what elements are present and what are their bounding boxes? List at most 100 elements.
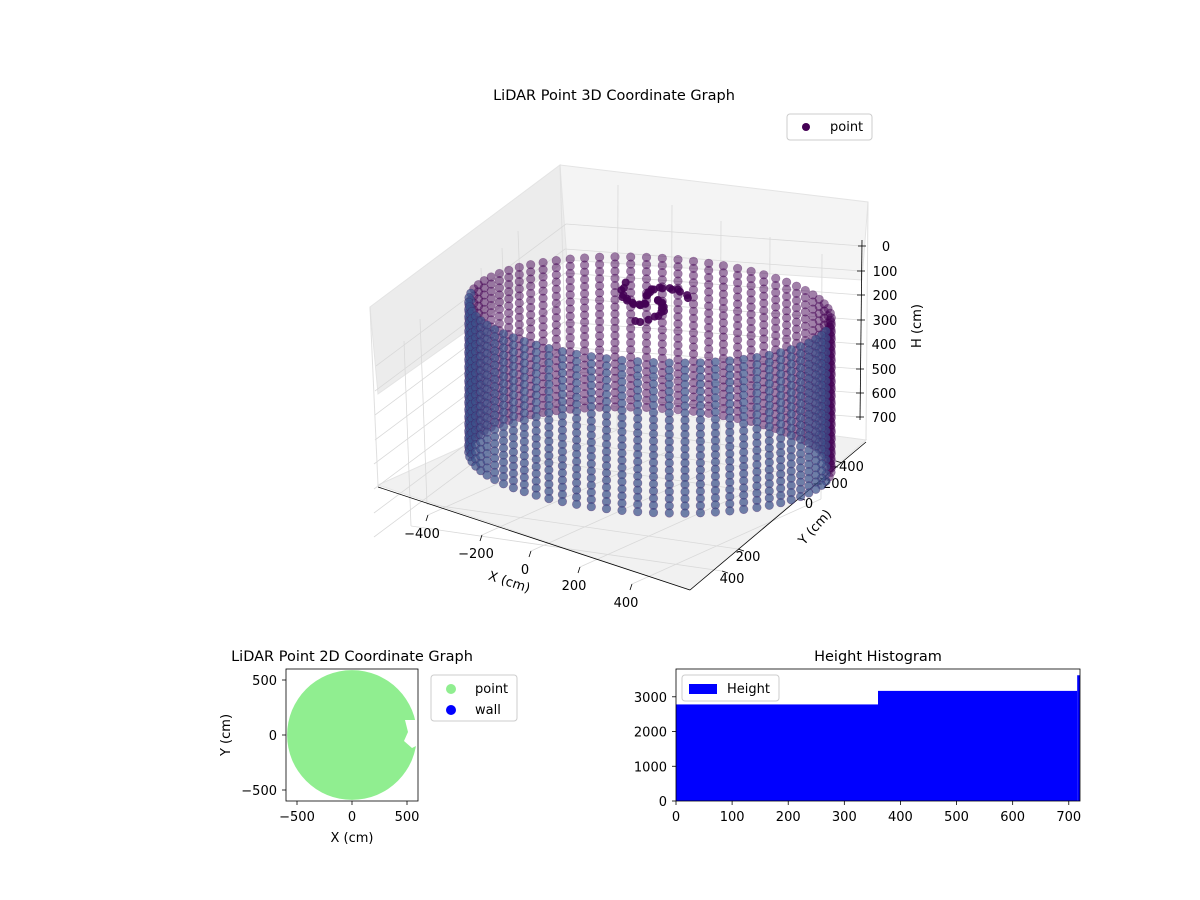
plot3d-point xyxy=(490,474,500,485)
plot3d-x-tick xyxy=(577,566,581,574)
histogram-y-tick-label: 2000 xyxy=(634,726,667,741)
plot3d-z-axis xyxy=(859,239,863,421)
plot2d-ticks: −500−500 0 0 500 500 xyxy=(241,674,419,825)
plot3d-point xyxy=(648,507,659,518)
plot2d-x-tick-label: 500 xyxy=(395,810,420,825)
plot2d-y-tick-label: −500 xyxy=(241,784,277,799)
plot3d-point xyxy=(644,315,653,324)
plot3d-point xyxy=(795,491,806,502)
plot3d-point xyxy=(619,283,628,292)
histogram-legend-box xyxy=(681,674,780,702)
plot3d-y-tick xyxy=(721,570,729,574)
plot3d-y-tick-label: −400 xyxy=(828,460,864,475)
plot3d-point xyxy=(544,494,554,504)
plot3d-gridline-y xyxy=(426,503,739,550)
plot3d-legend-label: point xyxy=(830,120,863,135)
plot2d-x-tick-label: 0 xyxy=(348,810,356,825)
histogram-frame xyxy=(675,668,1081,802)
plot3d-point xyxy=(658,284,667,293)
histogram-x-tick-label: 400 xyxy=(888,810,913,825)
histogram-bar xyxy=(878,690,1078,801)
plot2d-y-tick-label: 0 xyxy=(269,729,277,744)
plot3d-y-label: Y (cm) xyxy=(795,507,835,549)
plot3d-legend-marker xyxy=(802,123,810,131)
plot3d-point xyxy=(498,479,509,489)
plot3d-z-tick-label: 0 xyxy=(882,240,890,255)
plot3d-title: LiDAR Point 3D Coordinate Graph xyxy=(493,88,735,104)
histogram-bars xyxy=(676,675,1080,801)
plot3d-x-tick xyxy=(528,550,532,558)
plot3d-point xyxy=(664,508,674,518)
plot2d-y-tick-label: 500 xyxy=(252,674,277,689)
plot3d-y-tick-label: 400 xyxy=(720,572,745,587)
plot3d-legend-box xyxy=(786,113,873,141)
plot3d-x-tick-label: 0 xyxy=(521,563,529,578)
plot3d-z-tick-label: 400 xyxy=(872,338,897,353)
plot3d-point xyxy=(628,298,637,307)
plot3d-point xyxy=(710,507,721,517)
plot3d-point xyxy=(650,312,659,321)
plot3d-gridline-z xyxy=(565,223,863,247)
plot3d: LiDAR Point 3D Coordinate Graph −400 −200… xyxy=(369,88,925,611)
plot3d-gridline-x xyxy=(631,498,822,585)
plot3d-pane-edge xyxy=(369,306,379,486)
plot3d-x-tick-label: 200 xyxy=(562,579,587,594)
plot3d-point xyxy=(482,470,492,480)
plot3d-z-tick-label: 100 xyxy=(873,265,898,280)
plot3d-y-tick xyxy=(737,548,745,552)
plot3d-legend: point xyxy=(786,113,873,141)
histogram-bar xyxy=(1077,675,1080,801)
plot2d-legend-label-point: point xyxy=(475,682,508,697)
plot3d-gridline-x xyxy=(579,481,770,568)
plot2d: LiDAR Point 2D Coordinate Graph −500−500… xyxy=(219,649,518,846)
plot3d-point xyxy=(557,497,568,507)
plot3d-point xyxy=(680,508,690,518)
plot3d-z-tick-label: 700 xyxy=(872,411,897,426)
plot3d-point xyxy=(752,502,762,513)
plot3d-gridline-y xyxy=(410,525,723,572)
histogram-legend: Height xyxy=(681,674,780,702)
plot2d-legend-marker-wall xyxy=(446,705,456,715)
plot3d-points xyxy=(464,252,836,518)
histogram-x-tick-label: 500 xyxy=(944,810,969,825)
plot3d-pane-edge xyxy=(865,201,869,441)
histogram-x-tick-label: 300 xyxy=(832,810,857,825)
plot3d-point xyxy=(658,304,667,312)
plot3d-point xyxy=(519,487,529,497)
plot3d-x-tick xyxy=(629,583,633,591)
plot3d-gridline-y xyxy=(419,318,428,505)
histogram-x-tick-label: 700 xyxy=(1056,810,1081,825)
plot3d-point xyxy=(610,402,620,412)
plot2d-title: LiDAR Point 2D Coordinate Graph xyxy=(231,649,473,665)
plot3d-point xyxy=(508,483,519,493)
plot3d-x-tick xyxy=(425,514,429,522)
plot3d-point xyxy=(531,490,541,500)
plot2d-x-label: X (cm) xyxy=(331,831,374,846)
plot2d-legend-label-wall: wall xyxy=(475,703,501,718)
plot3d-point xyxy=(683,294,692,303)
plot3d-point xyxy=(586,502,596,512)
plot3d-pane-back xyxy=(559,164,869,281)
plot3d-y-tick-label: 0 xyxy=(805,497,813,512)
plot3d-y-tick xyxy=(835,460,843,464)
plot3d-gridline-y xyxy=(403,340,412,527)
plot3d-point xyxy=(601,504,612,514)
histogram: Height Histogram 0 100 200 300 400 500 600 7000… xyxy=(634,649,1081,825)
plot3d-z-tick-label: 600 xyxy=(872,387,897,402)
plot3d-point xyxy=(617,505,627,516)
plot2d-y-label: Y (cm) xyxy=(219,714,234,757)
histogram-x-tick-label: 600 xyxy=(1000,810,1025,825)
plot3d-point xyxy=(646,288,655,297)
plot3d-point xyxy=(571,499,582,509)
plot2d-legend-marker-point xyxy=(446,684,456,694)
plot3d-point xyxy=(804,488,814,498)
plot3d-point xyxy=(668,285,677,294)
plot3d-point xyxy=(695,508,706,518)
plot3d-point xyxy=(631,317,640,325)
plot3d-y-tick-label: 200 xyxy=(736,550,761,565)
histogram-legend-swatch xyxy=(689,684,717,694)
plot3d-point xyxy=(811,484,821,494)
plot3d-point xyxy=(623,294,632,303)
plot2d-x-tick-label: −500 xyxy=(279,810,315,825)
